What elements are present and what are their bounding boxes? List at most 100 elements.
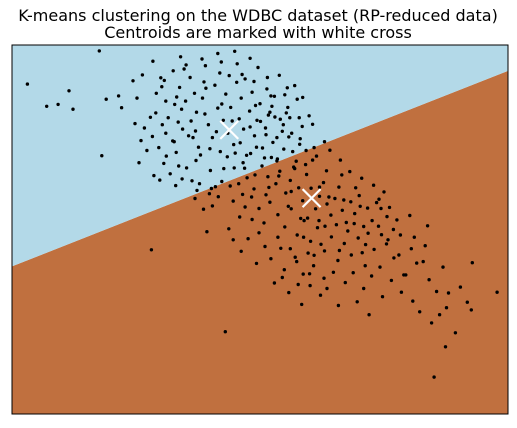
data-point [300,302,304,307]
data-point [343,280,347,285]
data-point [232,142,236,147]
plot-frame [11,44,509,415]
data-point [175,95,179,99]
data-point [265,75,270,80]
data-point [398,233,403,237]
data-point [207,192,212,196]
data-point [271,140,275,145]
data-point [241,161,245,165]
cluster-region-2 [12,70,508,414]
data-point [301,95,305,100]
data-point [280,129,284,133]
data-point [415,261,419,265]
data-point [351,271,355,275]
data-point [254,145,259,149]
data-point [319,242,323,246]
data-point [287,290,291,295]
data-point [208,147,212,151]
data-point [275,157,280,161]
data-point [210,135,215,140]
data-point [293,83,297,88]
data-point [268,110,272,114]
data-point [149,248,154,252]
data-point [289,189,293,194]
data-point [358,204,362,208]
data-point [201,207,206,211]
data-point [216,195,220,199]
data-point [408,213,412,218]
data-point [366,231,370,235]
data-point [402,273,406,277]
data-point [282,268,286,272]
data-point [160,123,164,127]
data-point [162,161,166,166]
data-point [189,119,193,123]
data-point [349,253,353,257]
data-point [246,237,250,241]
data-point [336,258,340,263]
data-point [264,133,268,137]
data-point [238,215,242,219]
data-point [470,261,474,265]
data-point [56,102,60,107]
data-point [186,134,191,138]
data-point [184,166,189,170]
data-point [180,127,185,131]
data-point [295,259,299,264]
data-point [263,244,267,249]
data-point [264,193,268,197]
cluster-region-1 [12,45,508,267]
data-point [295,97,299,101]
data-point [248,125,252,129]
data-point [342,241,346,246]
data-point [269,155,274,160]
data-point [235,80,239,85]
data-point [202,80,206,84]
data-point [297,186,301,190]
data-point [302,218,306,223]
data-point [116,94,121,98]
data-point [297,116,301,120]
data-point [308,239,313,243]
data-point [241,127,246,131]
data-point [183,99,188,103]
data-point [317,194,322,198]
data-point [240,192,245,197]
data-point [240,72,244,77]
data-point [258,119,263,124]
data-point [139,138,143,143]
data-point [227,73,231,78]
data-point [164,154,168,158]
data-point [338,158,343,162]
data-point [250,217,254,222]
data-point [220,102,224,106]
data-point [334,223,339,227]
data-point [282,147,286,151]
centroid-stroke [219,120,240,140]
data-point [200,57,204,61]
data-point [176,120,180,124]
data-point [166,116,170,120]
data-point [158,178,162,182]
data-point [252,134,257,138]
data-point [177,164,181,168]
data-point [412,235,416,239]
data-point [210,204,215,208]
data-point [295,233,299,237]
data-point [250,90,254,94]
data-point [283,93,287,97]
data-point [372,247,376,252]
data-point [273,115,277,119]
data-point [150,134,155,139]
data-point [276,213,280,217]
data-point [384,242,389,246]
data-point [337,185,341,189]
data-point [219,60,223,64]
data-point [266,175,270,179]
data-point [172,140,176,144]
data-point [198,153,203,157]
data-point [327,195,331,199]
data-point [248,56,252,60]
data-point [191,135,195,140]
data-point [154,91,158,96]
